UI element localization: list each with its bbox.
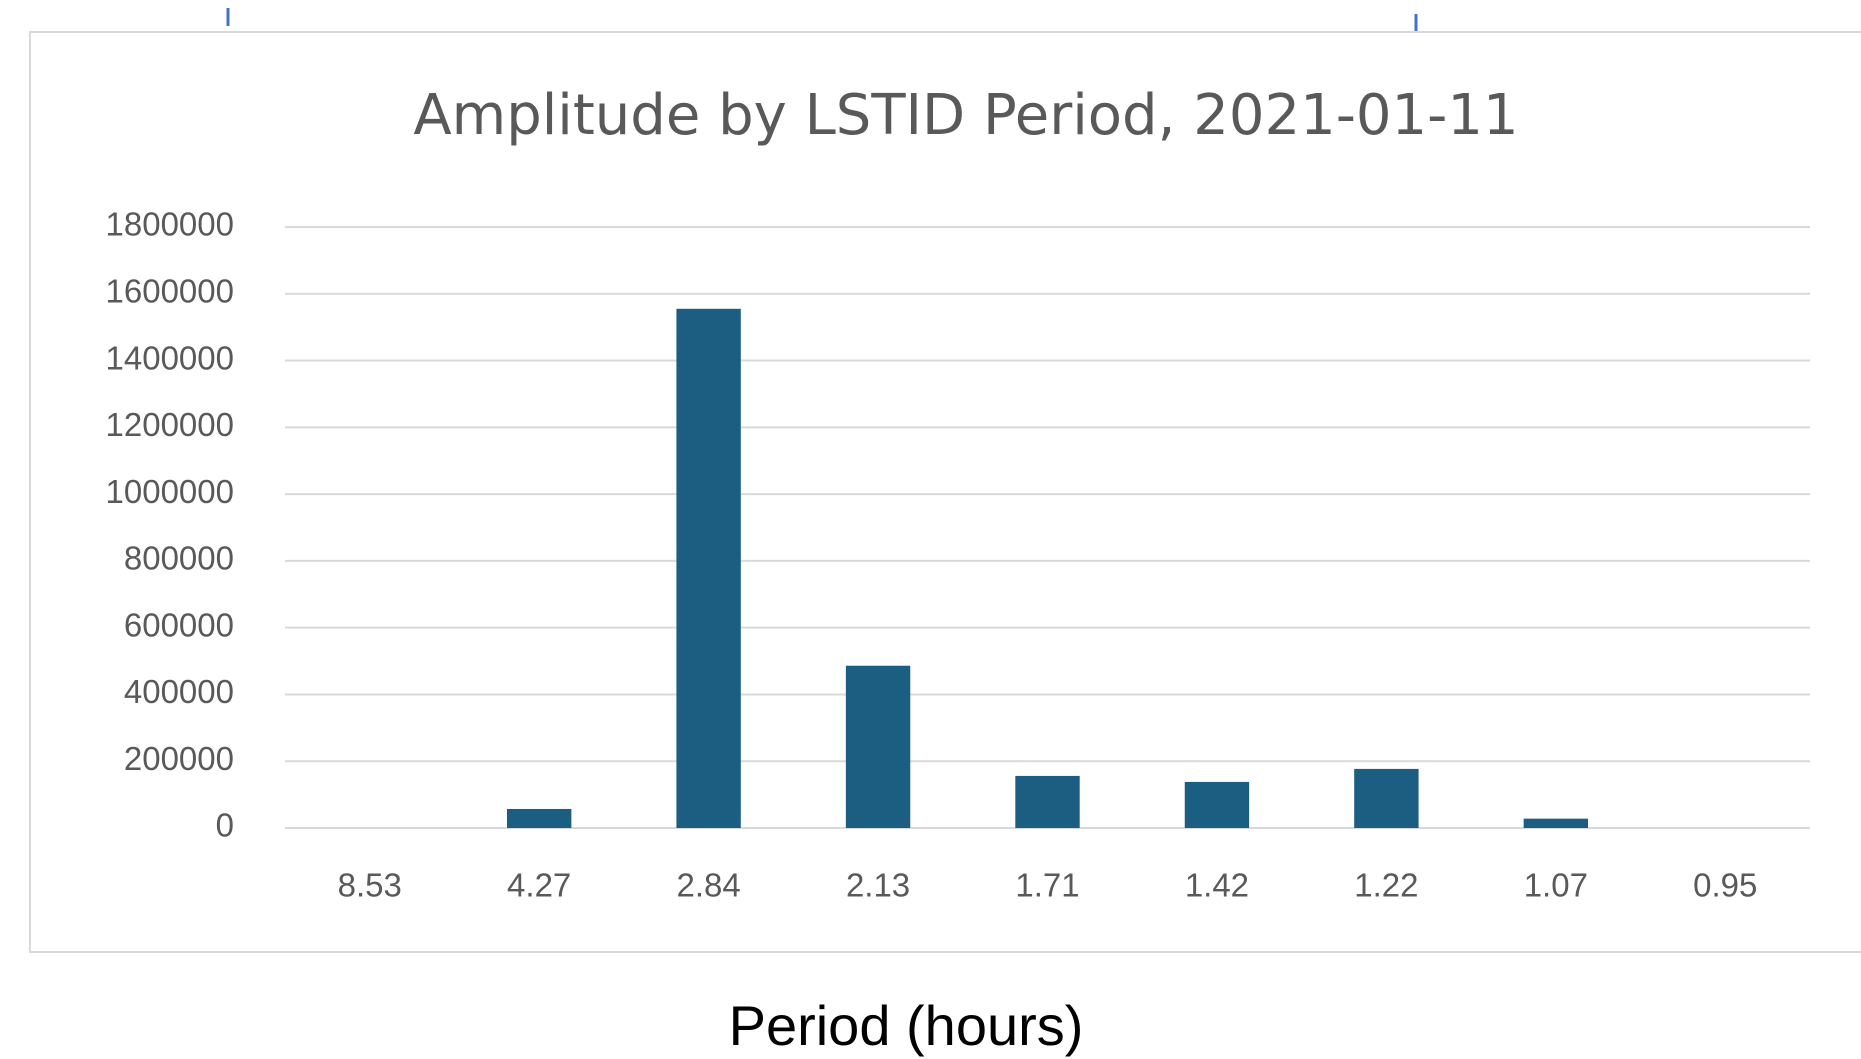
bar [506,808,572,828]
y-tick-label: 1600000 [106,272,234,309]
x-tick-label: 1.42 [1185,867,1249,904]
x-tick-label: 0.95 [1693,867,1757,904]
x-tick-label: 2.13 [846,867,910,904]
x-tick-label: 8.53 [338,867,402,904]
x-tick-label: 2.84 [676,867,740,904]
y-tick-label: 0 [216,807,234,844]
bar [1354,768,1419,828]
y-tick-label: 1000000 [106,473,234,510]
x-tick-label: 1.71 [1015,867,1079,904]
y-tick-label: 400000 [124,673,234,710]
x-tick-label: 4.27 [507,867,571,904]
y-tick-label: 800000 [124,540,234,577]
x-axis-label: Period (hours) [729,994,1084,1057]
bar [1523,818,1589,828]
y-tick-label: 1200000 [106,406,234,443]
bar [845,665,911,828]
y-tick-label: 600000 [124,606,234,643]
y-tick-label: 1800000 [106,206,234,243]
x-tick-label: 1.22 [1354,867,1418,904]
bar [676,308,741,829]
bar [1015,775,1080,828]
y-tick-label: 1400000 [106,339,234,376]
x-tick-label: 1.07 [1524,867,1588,904]
bar [1184,781,1250,828]
y-tick-label: 200000 [124,740,234,777]
chart-title: Amplitude by LSTID Period, 2021-01-11 [413,83,1518,148]
chart-frame [29,31,1861,953]
